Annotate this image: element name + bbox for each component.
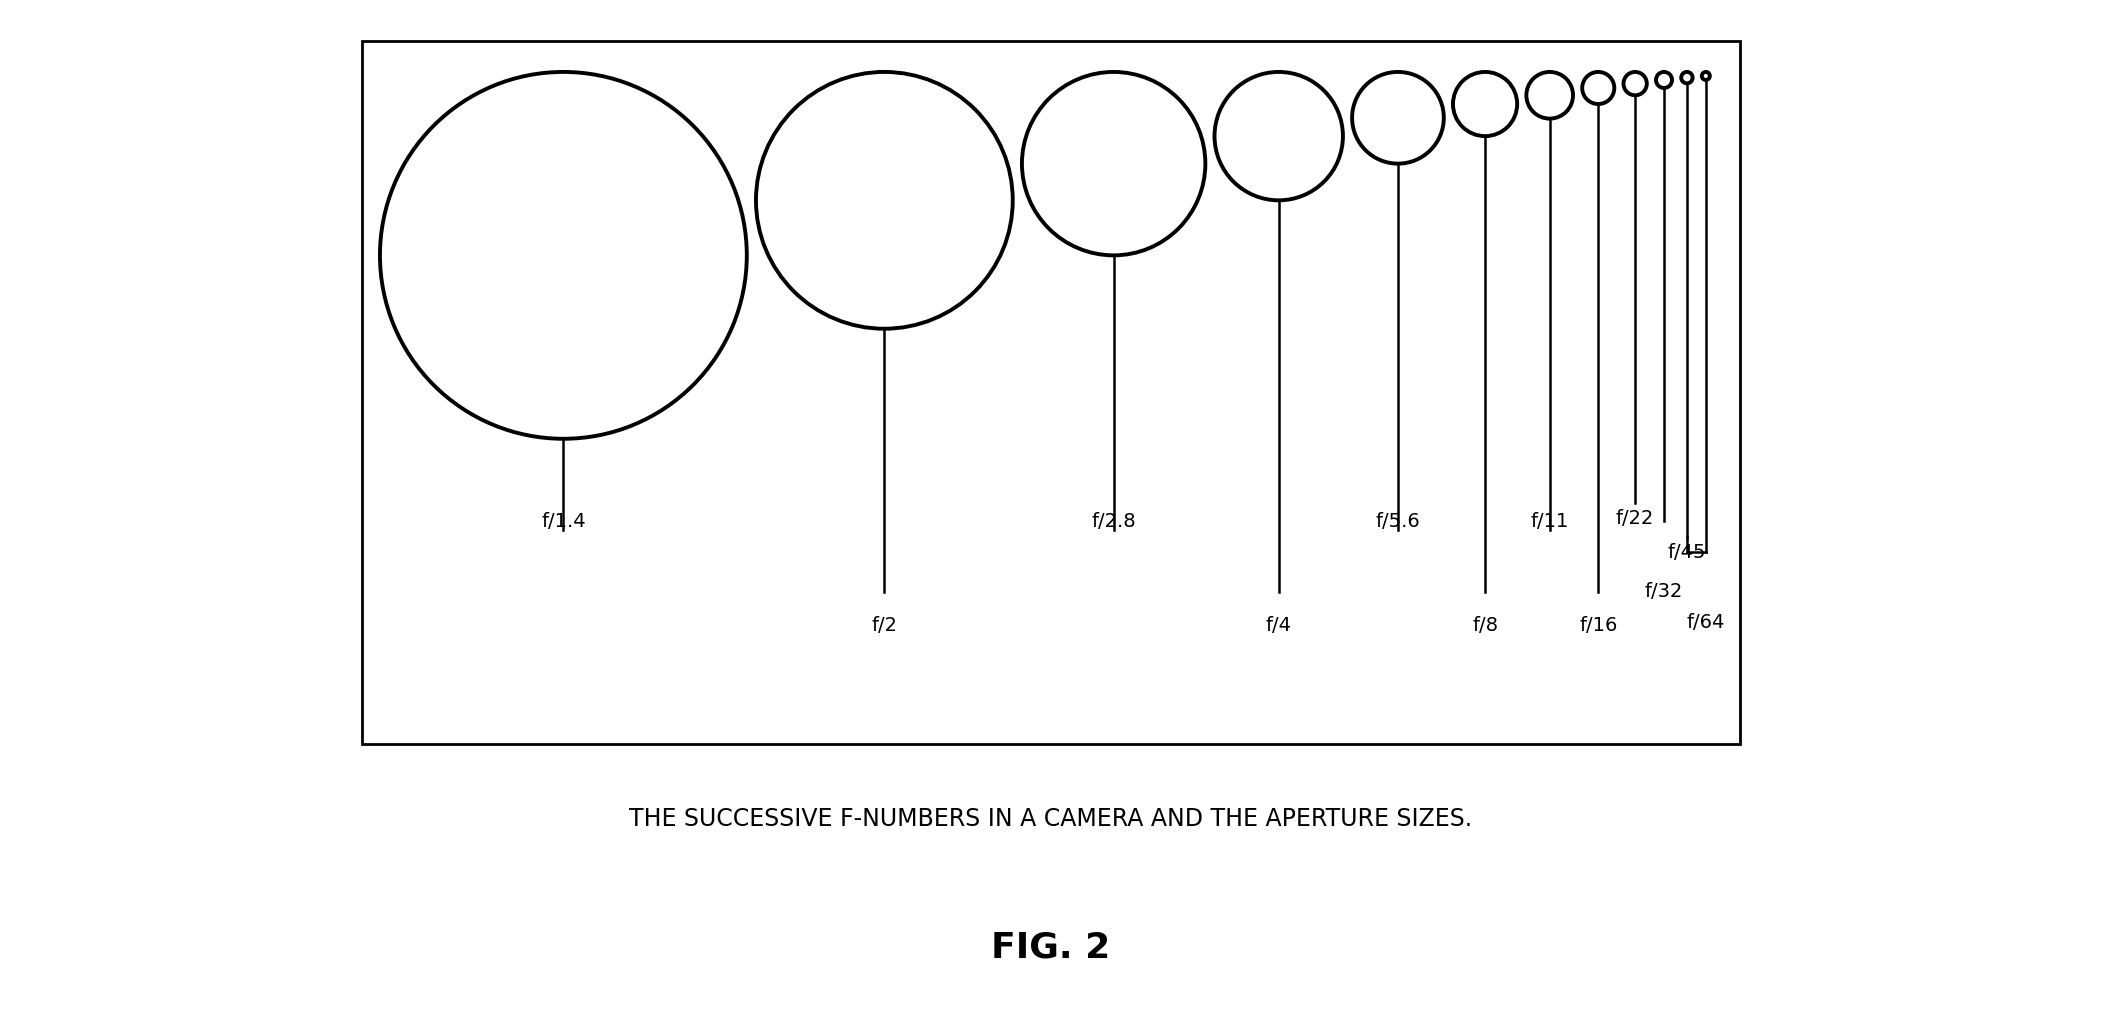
- Text: f/2: f/2: [872, 616, 898, 635]
- Text: f/5.6: f/5.6: [1375, 512, 1421, 531]
- Text: f/1.4: f/1.4: [540, 512, 586, 531]
- Text: f/22: f/22: [1616, 509, 1654, 528]
- Text: f/4: f/4: [1265, 616, 1293, 635]
- Text: f/32: f/32: [1646, 582, 1684, 602]
- Text: f/8: f/8: [1471, 616, 1499, 635]
- Text: f/64: f/64: [1686, 613, 1726, 632]
- Text: f/45: f/45: [1667, 543, 1707, 561]
- Text: f/16: f/16: [1579, 616, 1616, 635]
- Text: FIG. 2: FIG. 2: [992, 931, 1110, 965]
- Text: THE SUCCESSIVE F-NUMBERS IN A CAMERA AND THE APERTURE SIZES.: THE SUCCESSIVE F-NUMBERS IN A CAMERA AND…: [628, 807, 1474, 830]
- Text: f/11: f/11: [1530, 512, 1568, 531]
- Text: f/2.8: f/2.8: [1091, 512, 1135, 531]
